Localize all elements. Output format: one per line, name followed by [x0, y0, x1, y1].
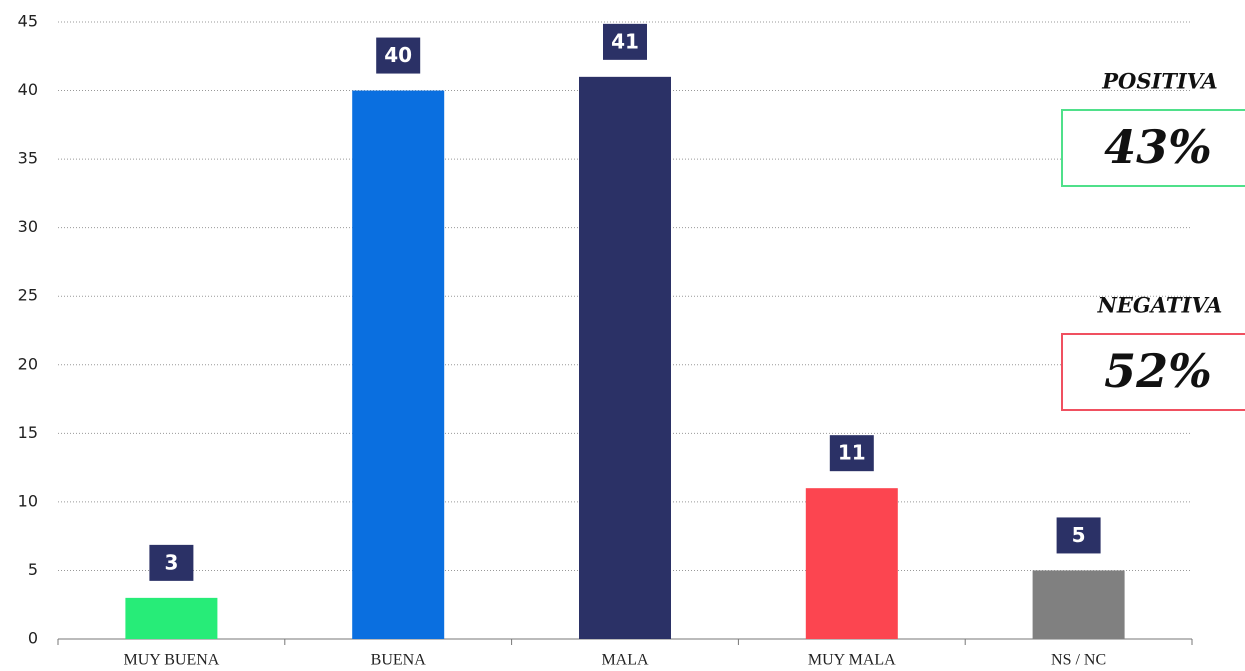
y-tick-label: 20 — [18, 354, 38, 373]
annotation-box — [1061, 109, 1245, 187]
x-tick-label: MUY BUENA — [123, 652, 219, 669]
value-label: 3 — [164, 550, 178, 574]
annotation-title: POSITIVA — [1101, 69, 1217, 94]
value-label: 40 — [384, 43, 412, 67]
annotation-value: 52% — [1104, 344, 1212, 398]
annotation-title: NEGATIVA — [1097, 293, 1223, 318]
value-label-box — [829, 435, 874, 472]
value-label-box — [149, 544, 194, 581]
y-tick-label: 25 — [18, 286, 38, 305]
y-tick-label: 35 — [18, 149, 38, 168]
y-tick-label: 5 — [28, 560, 38, 579]
bar — [579, 76, 671, 640]
x-tick-label: MUY MALA — [808, 652, 896, 669]
y-tick-label: 30 — [18, 217, 38, 236]
value-label: 41 — [611, 29, 639, 53]
y-tick-label: 45 — [18, 12, 38, 31]
value-label-box — [603, 23, 647, 60]
y-tick-label: 40 — [18, 80, 38, 99]
value-label: 11 — [838, 441, 866, 465]
y-tick-label: 0 — [28, 629, 38, 648]
value-label: 5 — [1072, 523, 1086, 547]
y-tick-label: 10 — [18, 491, 38, 510]
y-tick-label: 15 — [18, 423, 38, 442]
bar — [352, 90, 445, 640]
value-label-box — [376, 37, 421, 74]
annotation-box — [1061, 333, 1245, 411]
annotation-value: 43% — [1104, 120, 1212, 174]
bar — [805, 488, 898, 639]
bar — [125, 597, 218, 639]
x-tick-label: NS / NC — [1051, 652, 1106, 669]
x-tick-label: MALA — [601, 652, 649, 669]
value-label-box — [1056, 517, 1101, 554]
x-tick-label: BUENA — [371, 652, 427, 669]
bar — [1032, 570, 1125, 639]
